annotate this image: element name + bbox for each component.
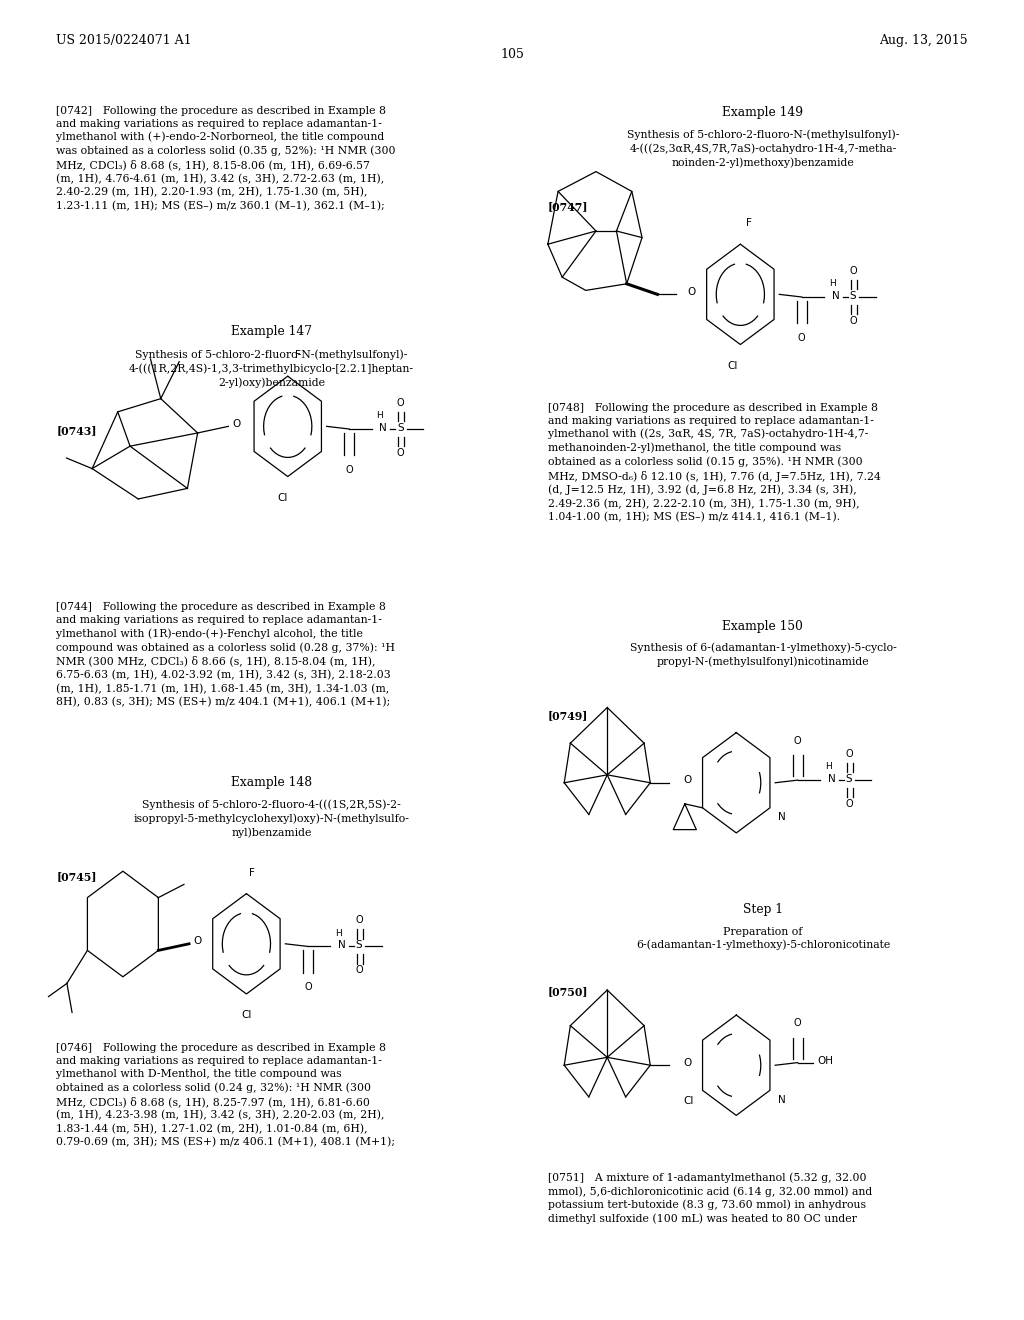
Text: Example 149: Example 149 (722, 106, 804, 119)
Text: [0745]: [0745] (56, 871, 97, 882)
Text: [0750]: [0750] (548, 986, 589, 997)
Text: Cl: Cl (242, 1010, 252, 1020)
Text: F: F (745, 218, 752, 228)
Text: 105: 105 (500, 48, 524, 61)
Text: O: O (845, 748, 853, 759)
Text: O: O (396, 397, 404, 408)
Text: [0744] Following the procedure as described in Example 8
and making variations a: [0744] Following the procedure as descri… (56, 602, 395, 708)
Text: N: N (778, 1094, 786, 1105)
Text: [0743]: [0743] (56, 425, 97, 436)
Text: N: N (827, 774, 836, 784)
Text: N: N (778, 812, 786, 822)
Text: [0746] Following the procedure as described in Example 8
and making variations a: [0746] Following the procedure as descri… (56, 1043, 395, 1147)
Text: S: S (846, 774, 852, 784)
Text: F: F (249, 867, 255, 878)
Text: [0751] A mixture of 1-adamantylmethanol (5.32 g, 32.00
mmol), 5,6-dichloronicoti: [0751] A mixture of 1-adamantylmethanol … (548, 1172, 872, 1224)
Text: Example 148: Example 148 (230, 776, 312, 789)
Text: Aug. 13, 2015: Aug. 13, 2015 (879, 34, 968, 48)
Text: O: O (683, 775, 691, 785)
Text: Step 1: Step 1 (742, 903, 783, 916)
Text: H: H (377, 412, 383, 420)
Text: US 2015/0224071 A1: US 2015/0224071 A1 (56, 34, 191, 48)
Text: O: O (345, 465, 353, 475)
Text: Synthesis of 5-chloro-2-fluoro-N-(methylsulfonyl)-
4-(((2s,3αR,4S,7R,7aS)-octahy: Synthesis of 5-chloro-2-fluoro-N-(methyl… (627, 129, 899, 168)
Text: Example 147: Example 147 (230, 325, 312, 338)
Text: N: N (379, 422, 387, 433)
Text: O: O (355, 965, 362, 975)
Text: O: O (396, 447, 404, 458)
Text: Cl: Cl (278, 492, 288, 503)
Text: H: H (335, 929, 342, 937)
Text: N: N (338, 940, 345, 950)
Text: O: O (194, 936, 202, 946)
Text: O: O (849, 315, 857, 326)
Text: [0747]: [0747] (548, 201, 589, 211)
Text: Synthesis of 5-chloro-2-fluoro-4-(((1S,2R,5S)-2-
isopropyl-5-methylcyclohexyl)ox: Synthesis of 5-chloro-2-fluoro-4-(((1S,2… (133, 800, 410, 838)
Text: [0748] Following the procedure as described in Example 8
and making variations a: [0748] Following the procedure as descri… (548, 403, 881, 523)
Text: O: O (232, 418, 241, 429)
Text: S: S (355, 940, 362, 950)
Text: O: O (849, 265, 857, 276)
Text: O: O (304, 982, 311, 993)
Text: H: H (829, 280, 836, 288)
Text: H: H (825, 763, 831, 771)
Text: Cl: Cl (683, 1096, 693, 1106)
Text: [0749]: [0749] (548, 710, 588, 721)
Text: S: S (850, 290, 856, 301)
Text: O: O (683, 1057, 691, 1068)
Text: Cl: Cl (727, 360, 737, 371)
Text: O: O (687, 286, 695, 297)
Text: Synthesis of 6-(adamantan-1-ylmethoxy)-5-cyclo-
propyl-N-(methylsulfonyl)nicotin: Synthesis of 6-(adamantan-1-ylmethoxy)-5… (630, 643, 896, 667)
Text: S: S (397, 422, 403, 433)
Text: Example 150: Example 150 (723, 620, 803, 634)
Text: Synthesis of 5-chloro-2-fluoro-N-(methylsulfonyl)-
4-(((1R,2R,4S)-1,3,3-trimethy: Synthesis of 5-chloro-2-fluoro-N-(methyl… (129, 350, 414, 388)
Text: [0742] Following the procedure as described in Example 8
and making variations a: [0742] Following the procedure as descri… (56, 106, 396, 211)
Text: OH: OH (817, 1056, 834, 1067)
Text: O: O (794, 1018, 802, 1028)
Text: O: O (845, 799, 853, 809)
Text: O: O (798, 333, 806, 343)
Text: O: O (355, 915, 362, 925)
Text: Preparation of
6-(adamantan-1-ylmethoxy)-5-chloronicotinate: Preparation of 6-(adamantan-1-ylmethoxy)… (636, 927, 890, 950)
Text: F: F (295, 350, 301, 360)
Text: O: O (794, 735, 802, 746)
Text: N: N (831, 290, 840, 301)
